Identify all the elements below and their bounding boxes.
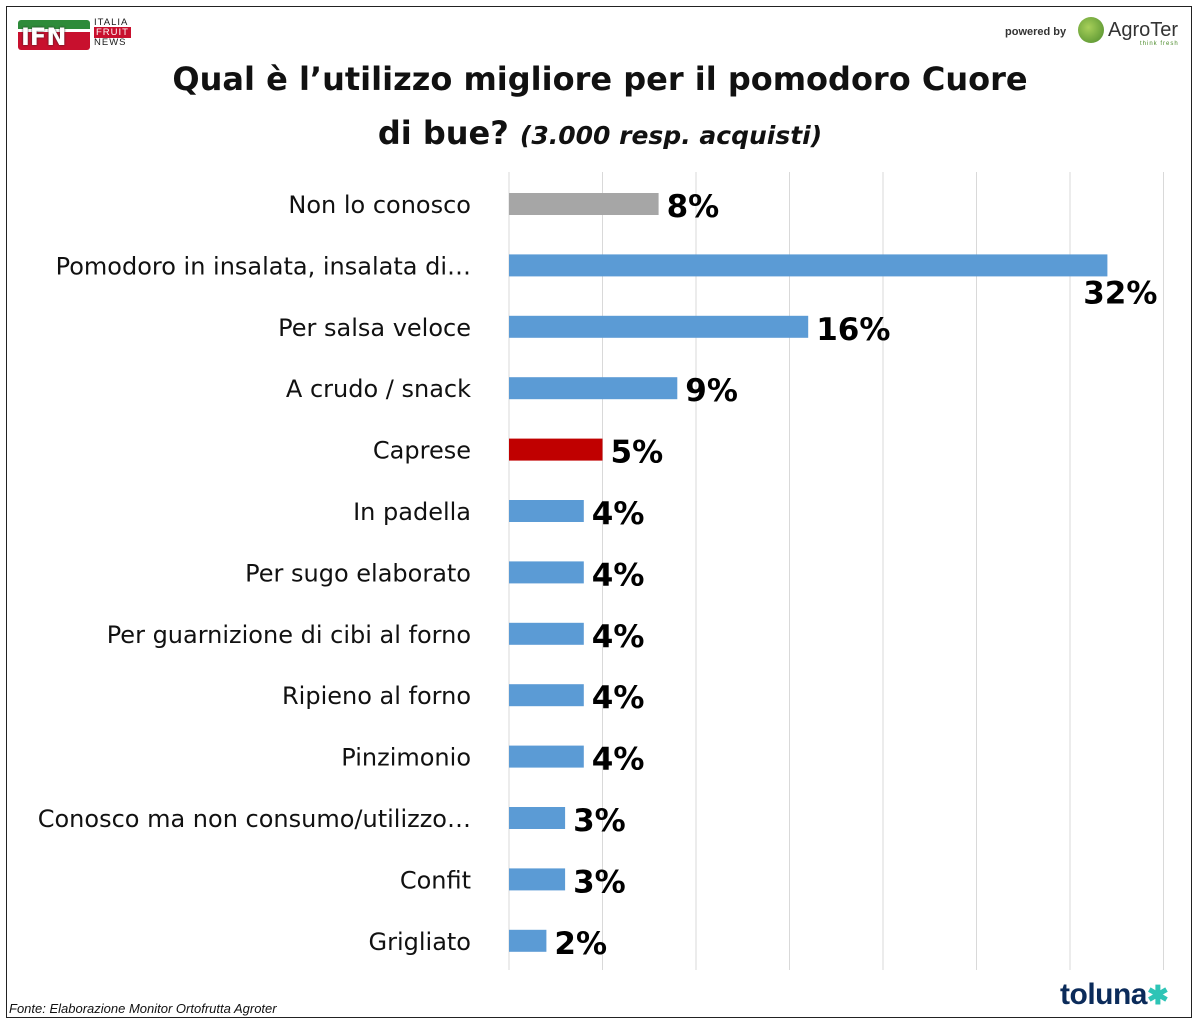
- value-label: 2%: [554, 926, 607, 962]
- bar: [509, 684, 584, 707]
- toluna-logo-text: toluna: [1060, 978, 1148, 1011]
- category-label: Per sugo elaborato: [245, 559, 471, 587]
- source-note: Fonte: Elaborazione Monitor Ortofrutta A…: [9, 1001, 277, 1016]
- value-label: 3%: [573, 864, 626, 900]
- value-label: 4%: [592, 742, 645, 778]
- value-label: 4%: [592, 496, 645, 532]
- category-label: Grigliato: [368, 928, 471, 956]
- bar: [509, 315, 809, 338]
- bar: [509, 254, 1108, 277]
- agroter-leaf-icon: [1078, 17, 1104, 43]
- value-label: 3%: [573, 803, 626, 839]
- chart-title-line2: di bue? (3.000 resp. acquisti): [0, 114, 1200, 152]
- toluna-star-icon: ✱: [1147, 980, 1169, 1010]
- toluna-logo: toluna✱: [1060, 978, 1169, 1012]
- powered-by-label: powered by: [1005, 26, 1067, 38]
- bar: [509, 745, 584, 768]
- bar: [509, 377, 678, 400]
- category-label: Ripieno al forno: [282, 682, 471, 710]
- value-label: 4%: [592, 619, 645, 655]
- ifn-logo-line1: ITALIA: [94, 17, 129, 28]
- value-label: 4%: [592, 557, 645, 593]
- agroter-logo: AgroTer think fresh: [1078, 17, 1186, 51]
- ifn-logo-subtitle: ITALIA FRUIT NEWS: [94, 18, 131, 48]
- bar: [509, 929, 547, 952]
- bar: [509, 868, 566, 891]
- bar: [509, 500, 584, 522]
- ifn-logo-line3: NEWS: [94, 37, 127, 48]
- category-label: Conosco ma non consumo/utilizzo…: [38, 805, 471, 833]
- bar: [509, 561, 584, 584]
- category-label: A crudo / snack: [286, 375, 471, 403]
- bars: [509, 193, 1108, 952]
- value-label: 5%: [611, 435, 664, 471]
- value-label: 32%: [1083, 275, 1157, 311]
- category-label: Per salsa veloce: [278, 314, 471, 342]
- category-label: Per guarnizione di cibi al forno: [107, 621, 471, 649]
- value-label: 16%: [816, 312, 890, 348]
- chart-subtitle: (3.000 resp. acquisti): [519, 121, 823, 150]
- bar: [509, 193, 659, 215]
- category-label: Pomodoro in insalata, insalata di…: [56, 252, 471, 280]
- bar: [509, 622, 584, 645]
- category-label: Non lo conosco: [288, 191, 471, 219]
- ifn-logo-badge: IFN: [18, 20, 90, 51]
- chart-title-line1: Qual è l’utilizzo migliore per il pomodo…: [172, 60, 1028, 98]
- bar: [509, 438, 603, 461]
- category-labels: Non lo conosco Pomodoro in insalata, insa…: [38, 191, 471, 956]
- agroter-logo-tagline: think fresh: [1140, 41, 1179, 47]
- value-label: 4%: [592, 680, 645, 716]
- value-labels: 8% 32% 16% 9% 5% 4% 4% 4% 4% 4% 3% 3% 2%: [554, 189, 1157, 962]
- chart-title-question: di bue?: [377, 114, 509, 152]
- bar: [509, 807, 566, 829]
- value-label: 8%: [667, 189, 720, 225]
- value-label: 9%: [685, 373, 738, 409]
- ifn-logo-text: IFN: [21, 23, 67, 51]
- chart-frame: [6, 6, 1192, 1018]
- category-label: Pinzimonio: [341, 744, 471, 772]
- category-label: Confit: [400, 866, 471, 894]
- agroter-logo-text: AgroTer: [1108, 19, 1179, 41]
- ifn-logo-line2: FRUIT: [94, 27, 131, 38]
- category-label: Caprese: [373, 437, 471, 465]
- ifn-logo: IFN ITALIA FRUIT NEWS: [18, 18, 142, 54]
- category-label: In padella: [353, 498, 471, 526]
